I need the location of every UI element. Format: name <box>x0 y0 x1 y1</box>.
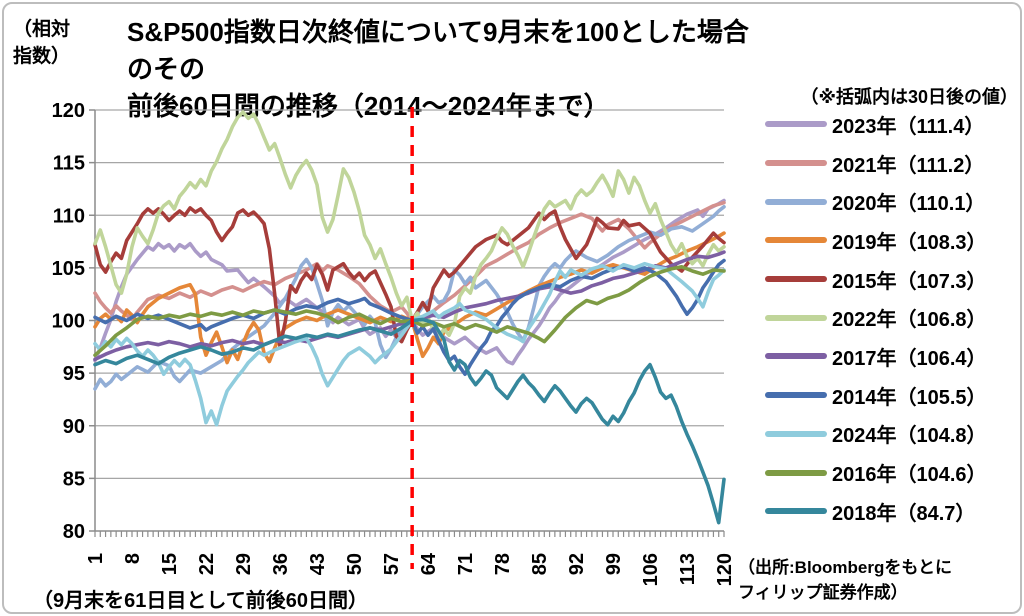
legend-swatch-icon <box>765 508 827 515</box>
series-line-2024年 <box>93 261 726 427</box>
chart-title-line1: S&P500指数日次終値について9月末を100とした場合のその <box>127 17 749 84</box>
legend-swatch-icon <box>765 160 827 167</box>
legend-item-2018年: 2018年（84.7） <box>733 492 1021 531</box>
legend-swatch-icon <box>765 198 827 205</box>
series-line-2022年 <box>93 110 726 341</box>
y-axis-tick-label: 95 <box>63 363 85 385</box>
legend: 2023年（111.4） 2021年（111.2） 2020年（110.1） 2019… <box>733 105 1021 531</box>
y-axis-tick-label: 80 <box>63 521 85 543</box>
chart-title: S&P500指数日次終値について9月末を100とした場合のその 前後60日間の推… <box>127 14 767 125</box>
y-axis-tick-label: 100 <box>52 311 85 333</box>
legend-swatch-icon <box>765 314 827 321</box>
legend-item-2020年: 2020年（110.1） <box>733 182 1021 221</box>
legend-swatch-icon <box>765 353 827 360</box>
x-axis-tick-label: 36 <box>270 553 292 575</box>
x-axis-tick-label: 57 <box>381 553 403 575</box>
legend-label: 2019年（108.3） <box>832 231 987 254</box>
x-axis-tick-label: 29 <box>233 553 255 575</box>
legend-item-2022年: 2022年（106.8） <box>733 298 1021 337</box>
legend-swatch-icon <box>765 469 827 476</box>
x-axis-note: （9月末を61日目として前後60日間） <box>33 590 369 612</box>
x-axis-tick-label: 1 <box>85 553 107 564</box>
legend-item-2015年: 2015年（107.3） <box>733 260 1021 299</box>
legend-item-2017年: 2017年（106.4） <box>733 337 1021 376</box>
y-axis-tick-label: 120 <box>52 100 85 122</box>
legend-swatch-icon <box>765 237 827 244</box>
source-note: （出所:Bloombergをもとに フィリップ証券作成） <box>738 555 952 605</box>
source-note-line1: （出所:Bloombergをもとに <box>738 558 953 577</box>
legend-label: 2023年（111.4） <box>832 115 985 138</box>
y-axis-unit-label: （相対 指数） <box>13 16 70 70</box>
x-axis-tick-label: 8 <box>122 553 144 564</box>
x-axis-tick-label: 71 <box>455 553 477 575</box>
x-axis-tick-label: 22 <box>196 553 218 575</box>
x-axis-tick-label: 64 <box>418 552 440 575</box>
legend-label: 2024年（104.8） <box>832 425 987 448</box>
x-axis-tick-label: 78 <box>492 553 514 575</box>
legend-label: 2022年（106.8） <box>832 309 987 332</box>
legend-swatch-icon <box>765 392 827 399</box>
legend-label: 2015年（107.3） <box>832 270 987 293</box>
legend-item-2023年: 2023年（111.4） <box>733 105 1021 144</box>
y-axis-unit-line1: （相対 <box>13 19 71 40</box>
y-axis-tick-label: 85 <box>63 468 85 490</box>
legend-item-2019年: 2019年（108.3） <box>733 221 1021 260</box>
series-line-2018年 <box>93 317 726 525</box>
legend-item-2024年: 2024年（104.8） <box>733 415 1021 454</box>
legend-item-2014年: 2014年（105.5） <box>733 376 1021 415</box>
legend-note: （※括弧内は30日後の値） <box>800 87 1018 107</box>
x-axis-tick-label: 92 <box>566 553 588 575</box>
y-axis-tick-label: 115 <box>53 153 85 175</box>
x-axis-tick-label: 106 <box>640 553 662 586</box>
legend-label: 2018年（84.7） <box>832 502 976 525</box>
legend-item-2016年: 2016年（104.6） <box>733 453 1021 492</box>
legend-label: 2014年（105.5） <box>832 386 987 409</box>
legend-label: 2016年（104.6） <box>832 464 987 487</box>
source-note-line2: フィリップ証券作成） <box>738 583 908 602</box>
x-axis-tick-label: 99 <box>603 553 625 575</box>
legend-swatch-icon <box>765 121 827 128</box>
x-axis-tick-label: 50 <box>344 553 366 575</box>
y-axis-tick-label: 105 <box>52 258 85 280</box>
chart-title-line2: 前後60日間の推移（2014～2024年まで） <box>127 91 610 121</box>
legend-label: 2020年（110.1） <box>832 193 986 216</box>
y-axis-tick-label: 90 <box>63 416 85 438</box>
x-axis-tick-label: 85 <box>529 553 551 575</box>
legend-label: 2021年（111.2） <box>832 154 985 177</box>
legend-swatch-icon <box>765 430 827 437</box>
series-line-2015年 <box>93 206 726 349</box>
legend-swatch-icon <box>765 276 827 283</box>
y-axis-unit-line2: 指数） <box>13 46 71 67</box>
x-axis-tick-label: 43 <box>307 553 329 575</box>
legend-label: 2017年（106.4） <box>832 347 987 370</box>
x-axis-tick-label: 15 <box>159 553 181 575</box>
legend-item-2021年: 2021年（111.2） <box>733 144 1021 183</box>
x-axis-tick-label: 120 <box>714 553 736 586</box>
y-axis-tick-label: 110 <box>53 205 85 227</box>
x-axis-tick-label: 113 <box>677 553 699 585</box>
